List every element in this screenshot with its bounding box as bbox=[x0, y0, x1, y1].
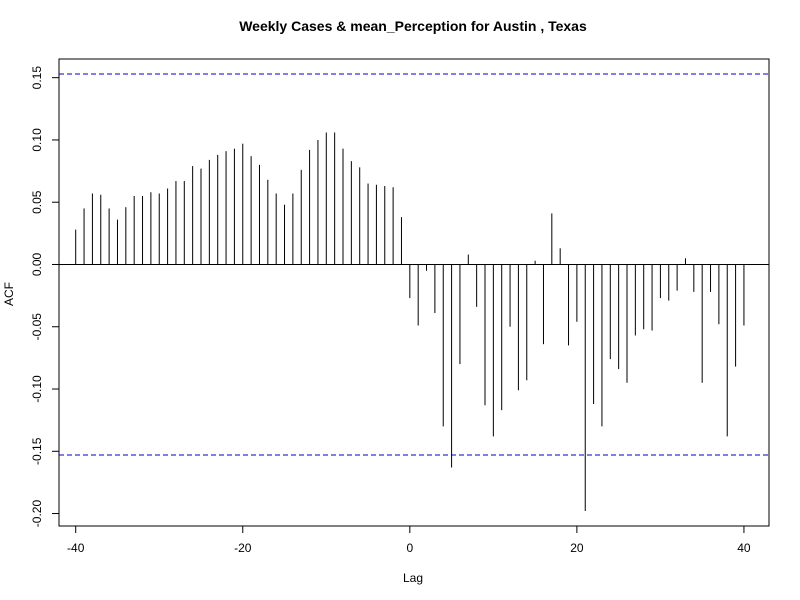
y-tick-label: -0.10 bbox=[30, 375, 44, 403]
y-tick-label: 0.15 bbox=[30, 66, 44, 90]
plot-frame bbox=[58, 58, 770, 527]
x-axis-label: Lag bbox=[403, 571, 423, 585]
y-tick-label: -0.05 bbox=[30, 313, 44, 341]
x-tick-label: -20 bbox=[234, 541, 252, 555]
x-tick-label: -40 bbox=[67, 541, 85, 555]
plot-area: -40 -20 0 20 40 -0.20 -0.15 -0.10 -0.05 0.00 0.05 0… bbox=[30, 58, 770, 555]
y-tick-label: -0.20 bbox=[30, 500, 44, 528]
x-tick-label: 40 bbox=[737, 541, 751, 555]
y-tick-label: 0.10 bbox=[30, 128, 44, 152]
y-tick-label: 0.00 bbox=[30, 252, 44, 276]
chart-title: Weekly Cases & mean_Perception for Austi… bbox=[239, 18, 587, 34]
x-tick-label: 0 bbox=[406, 541, 413, 555]
y-tick-label: -0.15 bbox=[30, 437, 44, 465]
y-axis-label: ACF bbox=[2, 282, 16, 306]
y-tick-label: 0.05 bbox=[30, 190, 44, 214]
x-tick-label: 20 bbox=[570, 541, 584, 555]
